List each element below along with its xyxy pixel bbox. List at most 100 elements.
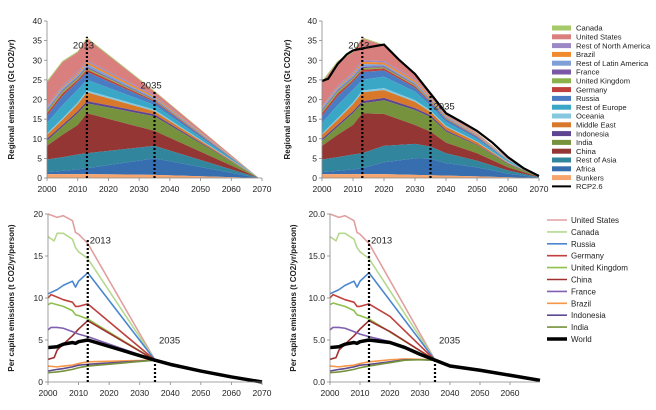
x-tick-label: 2070 [253, 388, 272, 398]
legend-swatch [552, 131, 571, 137]
legend-swatch [552, 166, 571, 172]
y-tick-label: 0 [37, 173, 42, 183]
area-rest-of-europe [322, 76, 539, 177]
x-tick-label: 2070 [253, 184, 272, 194]
legend-label: Rest of North America [576, 41, 651, 50]
y-tick-label: 25 [308, 75, 318, 85]
legend-swatch [552, 87, 571, 93]
y-axis-label: Per capita emissions (t CO2/yr/person) [7, 224, 16, 371]
annotation-2013: 2013 [371, 235, 392, 246]
legend-label: Bunkers [576, 173, 604, 182]
annotation-2035: 2035 [439, 335, 460, 346]
area-rest-of-asia [47, 145, 259, 178]
x-tick-label: 2010 [69, 388, 88, 398]
x-tick-label: 2040 [160, 184, 179, 194]
y-tick-label: 0 [38, 377, 43, 387]
panel-bottom-left: 0 5 10 15 20 2000 2010 2020 2030 2040 2050 2060 2070… [7, 209, 272, 398]
y-tick-label: 40 [308, 16, 318, 26]
y-tick-label: 35 [308, 36, 318, 46]
legend-swatch [552, 175, 571, 181]
x-tick-label: 2040 [441, 388, 460, 398]
area-rest-of-asia [322, 143, 539, 178]
legend-swatch [552, 25, 571, 31]
annotation-2013: 2013 [90, 235, 111, 246]
line-france [47, 326, 156, 361]
y-tick-label: 30 [33, 55, 43, 65]
legend-swatch [552, 95, 571, 101]
x-tick-label: 2030 [406, 184, 425, 194]
legend-label: France [576, 68, 600, 77]
line-russia [329, 271, 436, 361]
y-tick-label: 0.0 [313, 377, 325, 387]
legend-swatch [552, 113, 571, 119]
legend-label: United States [576, 33, 622, 42]
legend-label: Indonesia [576, 129, 610, 138]
legend-per-capita: United States Canada Russia Germany United K… [547, 216, 628, 344]
line-united-kingdom [329, 302, 436, 361]
line-united-states [47, 213, 156, 361]
x-tick-label: 2010 [344, 184, 363, 194]
legend-swatch [552, 148, 571, 154]
x-tick-label: 2000 [321, 388, 340, 398]
legend-swatch [552, 51, 571, 57]
x-tick-label: 2020 [375, 184, 394, 194]
legend-swatch [552, 157, 571, 163]
x-tick-label: 2050 [191, 388, 210, 398]
y-tick-label: 15 [34, 251, 44, 261]
x-tick-label: 2020 [381, 388, 400, 398]
x-tick-label: 2030 [130, 388, 149, 398]
legend-label: Rest of Asia [576, 156, 617, 165]
area-india [322, 100, 539, 177]
line-world [47, 338, 263, 384]
line-india [329, 358, 436, 374]
area-india [47, 103, 259, 178]
area-africa [47, 158, 259, 178]
annotation-2035: 2035 [141, 81, 162, 92]
legend-label: France [571, 287, 596, 296]
legend-label: RCP2.6 [576, 182, 603, 191]
line-china [47, 319, 156, 361]
line-china [329, 319, 436, 361]
legend-label: India [576, 138, 593, 147]
y-tick-label: 10 [33, 134, 43, 144]
legend-swatch [552, 43, 571, 49]
legend-swatch [552, 34, 571, 40]
x-tick-label: 2000 [38, 184, 57, 194]
line-canada [47, 232, 156, 361]
legend-label: India [571, 323, 589, 332]
legend-label: Middle East [576, 121, 617, 130]
x-tick-label: 2060 [499, 184, 518, 194]
x-tick-label: 2030 [130, 184, 149, 194]
area-bunkers [47, 174, 259, 178]
annotation-2035: 2035 [434, 101, 455, 112]
area-china [47, 113, 259, 178]
annotation-2013: 2013 [348, 40, 369, 51]
x-tick-label: 2050 [468, 184, 487, 194]
x-tick-label: 2030 [411, 388, 430, 398]
legend-swatch [552, 139, 571, 145]
x-tick-label: 2060 [222, 388, 241, 398]
y-tick-label: 20 [308, 95, 318, 105]
legend-label: China [571, 276, 592, 285]
legend-swatch [552, 78, 571, 84]
line-india [47, 359, 156, 374]
panel-top-left: 0 5 10 15 20 25 30 35 40 2000 2010 2020 2030 2040 2050… [7, 16, 272, 194]
legend-label: Africa [576, 165, 596, 174]
line-germany [329, 293, 436, 361]
legend-label: Russia [571, 240, 596, 249]
legend-label: Indonesia [571, 311, 606, 320]
x-tick-label: 2020 [100, 388, 119, 398]
x-tick-label: 2070 [530, 184, 549, 194]
x-tick-label: 2060 [222, 184, 241, 194]
legend-label: Rest of Latin America [576, 59, 649, 68]
legend-swatch [552, 122, 571, 128]
x-tick-label: 2050 [471, 388, 490, 398]
y-tick-label: 5 [312, 153, 317, 163]
legend-swatch [552, 104, 571, 110]
y-tick-label: 5 [38, 335, 43, 345]
y-axis-label: Regional emissions (Gt CO2/yr) [283, 39, 292, 159]
legend-label: Canada [576, 24, 603, 33]
x-tick-label: 2020 [99, 184, 118, 194]
